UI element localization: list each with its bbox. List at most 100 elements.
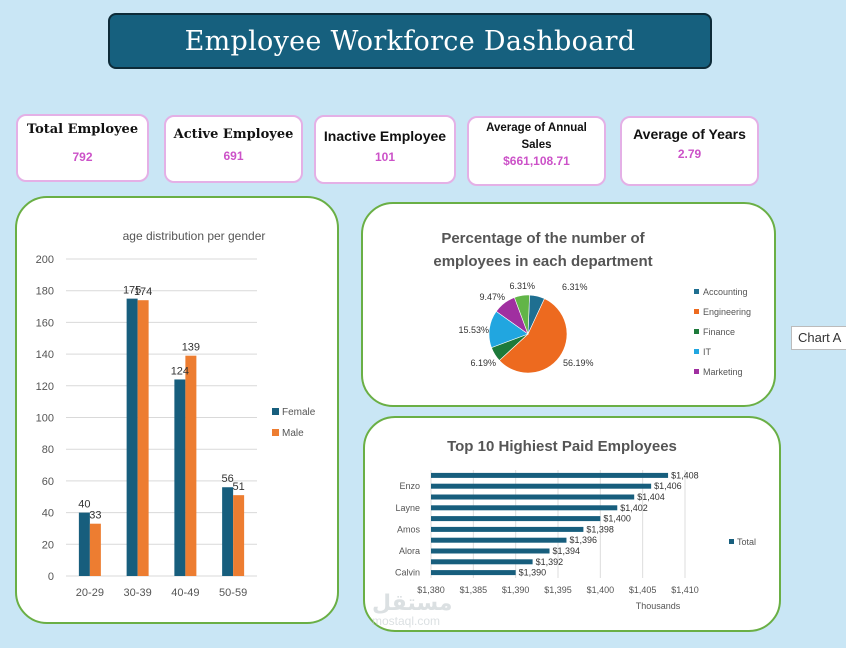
bar-female[interactable] xyxy=(126,298,138,576)
y-tick-label: 60 xyxy=(42,476,54,488)
age-distribution-panel[interactable]: age distribution per gender 0 20 40 60 80 100… xyxy=(15,196,339,624)
pie-data-label: 6.19% xyxy=(470,358,496,368)
hbar[interactable] xyxy=(431,494,635,500)
kpi-label: Average of Years xyxy=(633,126,746,142)
dashboard-title: Employee Workforce Dashboard xyxy=(184,25,636,57)
hbar[interactable] xyxy=(431,516,601,522)
data-label: 56 xyxy=(222,473,234,485)
bar-female[interactable] xyxy=(222,487,234,576)
hbar[interactable] xyxy=(431,570,516,576)
pie-slice-engineering[interactable] xyxy=(498,298,568,374)
bar-male[interactable] xyxy=(233,495,245,576)
y-tick-label: 0 xyxy=(48,571,54,583)
legend-swatch xyxy=(694,349,699,354)
bar-female[interactable] xyxy=(174,379,186,576)
pie-data-label: 6.31% xyxy=(509,281,535,291)
legend-swatch xyxy=(694,289,699,294)
x-tick-label: 40-49 xyxy=(171,587,199,599)
kpi-value: 101 xyxy=(374,150,396,164)
hbar[interactable] xyxy=(431,526,584,532)
y-tick-label: 120 xyxy=(36,381,54,393)
data-label: 175 xyxy=(123,285,141,297)
legend-label: Female xyxy=(282,407,316,418)
hbar[interactable] xyxy=(431,472,669,478)
kpi-value: 2.79 xyxy=(677,147,702,161)
age-distribution-chart[interactable]: age distribution per gender 0 20 40 60 80 100… xyxy=(17,198,341,626)
bar-male[interactable] xyxy=(185,355,197,576)
data-label: $1,390 xyxy=(519,568,547,578)
legend-label: Finance xyxy=(703,327,735,337)
x-axis-title: Thousands xyxy=(636,601,681,611)
kpi-value: 792 xyxy=(72,150,93,164)
pie-data-label: 56.19% xyxy=(563,358,594,368)
x-tick-label: 20-29 xyxy=(76,587,104,599)
hbar[interactable] xyxy=(431,548,550,554)
legend-label: Total xyxy=(737,537,756,547)
top-paid-panel[interactable]: Top 10 Highiest Paid Employees $1,380 $1,… xyxy=(363,416,781,632)
x-tick-label: $1,410 xyxy=(671,585,699,595)
kpi-average-annual-sales[interactable]: Average of Annual Sales $661,108.71 xyxy=(467,116,606,186)
pie-data-label: 9.47% xyxy=(479,292,505,302)
top-paid-chart[interactable]: Top 10 Highiest Paid Employees $1,380 $1,… xyxy=(365,418,783,634)
department-pie-panel[interactable]: Percentage of the number of employees in… xyxy=(361,202,776,407)
department-pie-chart[interactable]: Percentage of the number of employees in… xyxy=(363,204,778,409)
bar-male[interactable] xyxy=(137,300,149,576)
kpi-label: Inactive Employee xyxy=(323,128,447,144)
bar-male[interactable] xyxy=(89,523,101,576)
y-tick-label: 80 xyxy=(42,444,54,456)
watermark: مستقل mostaql.com xyxy=(372,590,452,628)
legend-swatch xyxy=(729,539,734,544)
kpi-total-employee[interactable]: Total Employee 792 xyxy=(16,114,149,182)
x-tick-label: $1,405 xyxy=(629,585,657,595)
kpi-label: Active Employee xyxy=(173,127,294,142)
data-label: $1,396 xyxy=(569,535,597,545)
chart-title: age distribution per gender xyxy=(123,229,266,243)
kpi-value: $661,108.71 xyxy=(503,154,570,168)
x-tick-label: $1,395 xyxy=(544,585,572,595)
hbar[interactable] xyxy=(431,559,533,565)
y-tick-label: Enzo xyxy=(399,481,420,491)
y-tick-label: Layne xyxy=(395,503,420,513)
chart-title: Top 10 Highiest Paid Employees xyxy=(447,438,677,455)
y-tick-label: 20 xyxy=(42,539,54,551)
x-tick-label: $1,385 xyxy=(460,585,488,595)
y-tick-label: Calvin xyxy=(395,568,420,578)
kpi-value: 691 xyxy=(223,149,244,163)
y-tick-label: 100 xyxy=(36,413,54,425)
kpi-active-employee[interactable]: Active Employee 691 xyxy=(164,115,303,183)
y-tick-label: Amos xyxy=(397,524,421,534)
data-label: 124 xyxy=(171,365,189,377)
legend-label: Male xyxy=(282,428,304,439)
data-label: $1,402 xyxy=(620,503,648,513)
y-tick-label: 200 xyxy=(36,254,54,266)
data-label: 139 xyxy=(182,342,200,354)
pie-data-label: 6.31% xyxy=(562,282,588,292)
legend-swatch xyxy=(272,408,279,415)
data-label: $1,400 xyxy=(603,514,631,524)
x-tick-label: 30-39 xyxy=(124,587,152,599)
data-label: $1,404 xyxy=(637,492,665,502)
hbar[interactable] xyxy=(431,505,618,511)
data-label: $1,406 xyxy=(654,481,682,491)
kpi-average-years[interactable]: Average of Years 2.79 xyxy=(620,116,759,186)
legend-label: Accounting xyxy=(703,287,748,297)
chart-title-line: employees in each department xyxy=(433,253,652,270)
data-label: $1,408 xyxy=(671,470,699,480)
chart-area-tooltip: Chart A xyxy=(791,326,846,350)
x-tick-label: $1,400 xyxy=(587,585,615,595)
data-label: 33 xyxy=(89,510,101,522)
chart-title-line: Percentage of the number of xyxy=(441,230,645,247)
pie-slice-other[interactable] xyxy=(514,294,530,335)
y-tick-label: 140 xyxy=(36,349,54,361)
kpi-inactive-employee[interactable]: Inactive Employee 101 xyxy=(314,115,456,184)
data-label: $1,392 xyxy=(536,557,564,567)
dashboard-title-banner: Employee Workforce Dashboard xyxy=(108,13,712,69)
legend-label: Engineering xyxy=(703,307,751,317)
bar-female[interactable] xyxy=(78,512,90,576)
hbar[interactable] xyxy=(431,537,567,543)
hbar[interactable] xyxy=(431,483,652,489)
watermark-arabic: مستقل xyxy=(372,590,453,615)
y-tick-label: 160 xyxy=(36,317,54,329)
y-tick-label: 180 xyxy=(36,286,54,298)
y-tick-label: Alora xyxy=(399,546,420,556)
